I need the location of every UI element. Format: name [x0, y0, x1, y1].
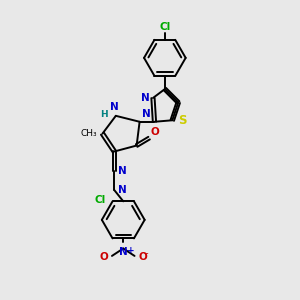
Text: N: N — [118, 166, 127, 176]
Text: S: S — [178, 114, 186, 127]
Text: N: N — [119, 247, 128, 257]
Text: CH₃: CH₃ — [80, 129, 97, 138]
Text: N: N — [142, 109, 151, 119]
Text: O: O — [138, 252, 147, 262]
Text: +: + — [127, 246, 135, 255]
Text: Cl: Cl — [95, 195, 106, 205]
Text: H: H — [100, 110, 107, 119]
Text: N: N — [141, 93, 149, 103]
Text: O: O — [100, 252, 108, 262]
Text: N: N — [110, 102, 119, 112]
Text: Cl: Cl — [159, 22, 170, 32]
Text: N: N — [118, 185, 127, 195]
Text: O: O — [151, 127, 159, 136]
Text: ⁻: ⁻ — [143, 251, 148, 260]
